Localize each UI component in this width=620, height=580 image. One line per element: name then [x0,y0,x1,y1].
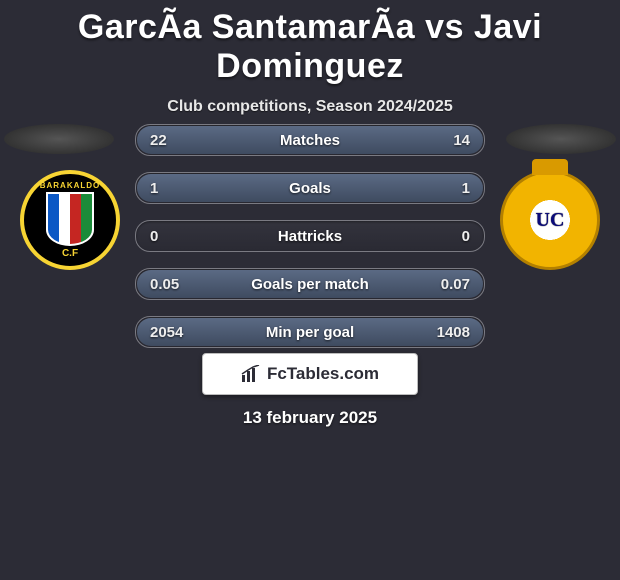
player-photo-left [4,124,114,154]
team-crest-right: UC [500,170,600,270]
brand-badge[interactable]: FcTables.com [202,353,418,395]
stat-bar: 0.050.07Goals per match [135,268,485,300]
crest-monogram: UC [536,209,565,232]
crest-text-bottom: C.F [62,248,78,259]
stat-bar: 2214Matches [135,124,485,156]
stat-label: Hattricks [136,221,484,251]
stat-label: Min per goal [136,317,484,347]
stat-bars: 2214Matches 11Goals 00Hattricks 0.050.07Goa… [135,124,485,364]
stat-label: Goals [136,173,484,203]
crest-text-top: BARAKALDO [40,181,101,190]
stat-bar: 20541408Min per goal [135,316,485,348]
page-title: GarcÃ­a SantamarÃ­a vs Javi Dominguez [0,0,620,86]
stat-label: Matches [136,125,484,155]
bars-chart-icon [241,365,261,383]
brand-text: FcTables.com [267,364,379,384]
crown-icon [532,159,568,175]
comparison-date: 13 february 2025 [0,408,620,428]
stat-bar: 11Goals [135,172,485,204]
page-subtitle: Club competitions, Season 2024/2025 [0,98,620,116]
shield-icon [46,192,94,246]
team-crest-left: BARAKALDO C.F [20,170,120,270]
stat-bar: 00Hattricks [135,220,485,252]
stat-label: Goals per match [136,269,484,299]
player-photo-right [506,124,616,154]
